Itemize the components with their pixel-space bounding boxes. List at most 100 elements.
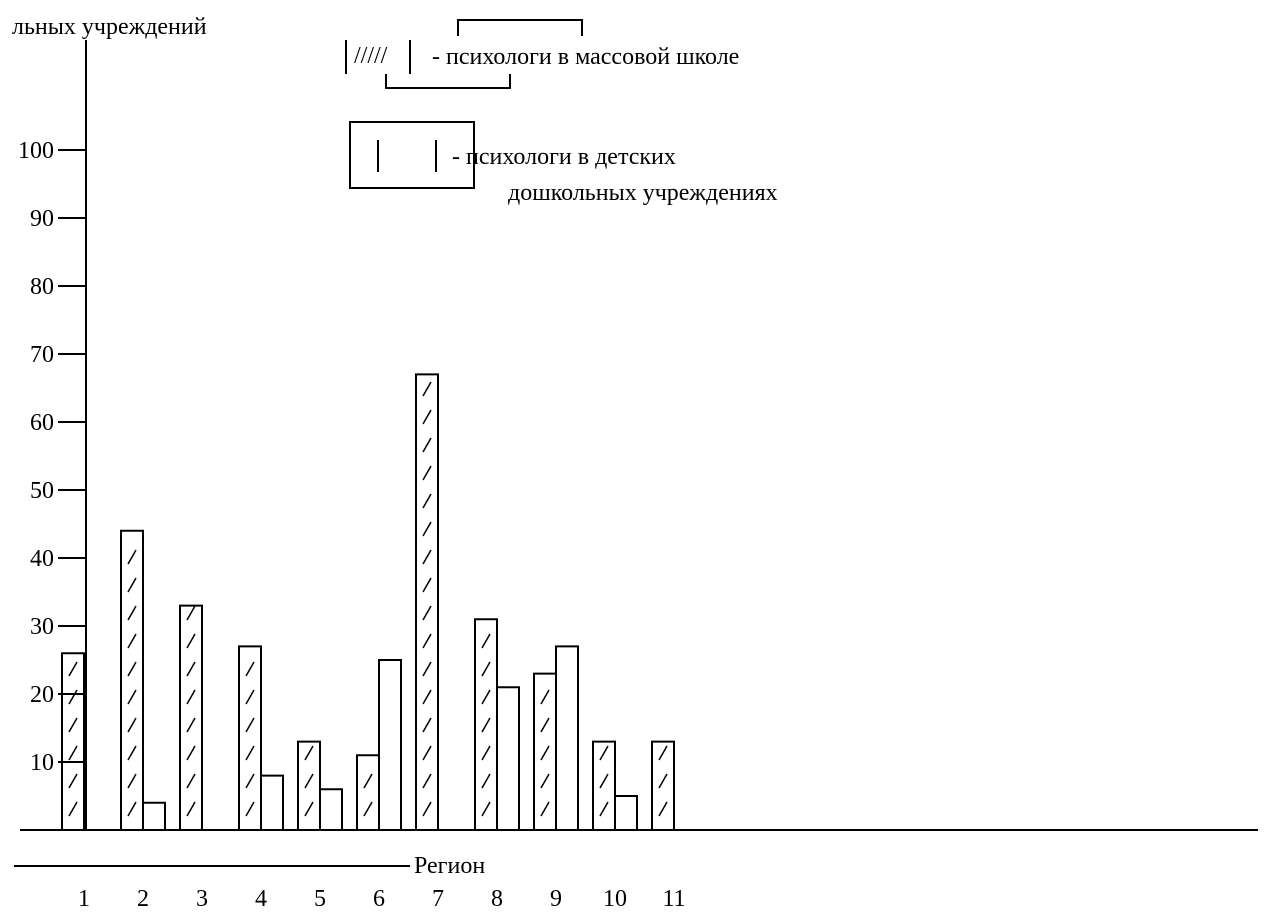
hatch-4 — [245, 689, 255, 705]
x-axis-label: Регион — [414, 853, 485, 879]
hatch-8 — [481, 745, 491, 761]
x-tick-label-8: 8 — [491, 886, 503, 912]
hatch-2 — [127, 717, 137, 733]
y-tick-label-90: 90 — [30, 206, 54, 232]
bar-s2-2 — [142, 801, 166, 830]
hatch-9 — [540, 745, 550, 761]
legend-swatch-1-text: ///// — [354, 43, 388, 69]
legend-swatch-2 — [349, 121, 475, 189]
y-axis-label: льных учреждений — [12, 14, 207, 40]
hatch-1 — [68, 745, 78, 761]
y-tick-label-30: 30 — [30, 614, 54, 640]
hatch-3 — [186, 801, 196, 817]
bar-s2-8 — [496, 686, 520, 830]
hatch-2 — [127, 549, 137, 565]
bar-s2-10 — [614, 795, 638, 830]
hatch-4 — [245, 661, 255, 677]
x-tick-label-7: 7 — [432, 886, 444, 912]
y-tick-label-40: 40 — [30, 546, 54, 572]
y-tick-label-70: 70 — [30, 342, 54, 368]
hatch-8 — [481, 717, 491, 733]
hatch-7 — [422, 521, 432, 537]
hatch-3 — [186, 605, 196, 621]
hatch-7 — [422, 773, 432, 789]
hatch-7 — [422, 717, 432, 733]
hatch-8 — [481, 801, 491, 817]
y-tick-label-50: 50 — [30, 478, 54, 504]
bar-s1-1 — [61, 652, 85, 830]
hatch-4 — [245, 773, 255, 789]
hatch-7 — [422, 745, 432, 761]
hatch-7 — [422, 577, 432, 593]
x-tick-label-3: 3 — [196, 886, 208, 912]
legend-swatch-1 — [345, 40, 411, 74]
hatch-5 — [304, 773, 314, 789]
hatch-1 — [68, 717, 78, 733]
hatch-3 — [186, 745, 196, 761]
hatch-2 — [127, 577, 137, 593]
y-tick-label-20: 20 — [30, 682, 54, 708]
hatch-7 — [422, 689, 432, 705]
legend: ///// - психологи в массовой школе - психо… — [345, 19, 778, 206]
bar-s1-2 — [120, 529, 144, 830]
hatch-11 — [658, 801, 668, 817]
legend-decor-bottom — [385, 74, 511, 89]
hatch-7 — [422, 465, 432, 481]
bar-s1-4 — [238, 645, 262, 830]
hatch-3 — [186, 717, 196, 733]
hatch-7 — [422, 549, 432, 565]
x-tick-label-1: 1 — [78, 886, 90, 912]
hatch-2 — [127, 773, 137, 789]
hatch-2 — [127, 605, 137, 621]
legend-label-1: - психологи в массовой школе — [432, 44, 739, 70]
bar-s2-5 — [319, 788, 343, 830]
hatch-5 — [304, 745, 314, 761]
hatch-10 — [599, 801, 609, 817]
hatch-8 — [481, 633, 491, 649]
hatch-1 — [68, 801, 78, 817]
hatch-5 — [304, 801, 314, 817]
hatch-9 — [540, 689, 550, 705]
hatch-4 — [245, 745, 255, 761]
legend-decor-top — [457, 19, 583, 36]
hatch-2 — [127, 745, 137, 761]
hatch-7 — [422, 409, 432, 425]
bars — [61, 373, 675, 830]
hatch-9 — [540, 801, 550, 817]
hatch-1 — [68, 773, 78, 789]
bar-s2-9 — [555, 645, 579, 830]
hatch-8 — [481, 689, 491, 705]
bar-s1-5 — [297, 740, 321, 830]
axes: 10 20 30 40 50 60 70 80 90 100 1 2 3 4 5 6 7 8 9 10 11 — [14, 40, 1258, 912]
hatch-4 — [245, 801, 255, 817]
bar-s1-3 — [179, 604, 203, 830]
hatch-8 — [481, 773, 491, 789]
x-tick-label-5: 5 — [314, 886, 326, 912]
hatch-3 — [186, 633, 196, 649]
hatch-7 — [422, 437, 432, 453]
hatch-7 — [422, 493, 432, 509]
y-tick-label-10: 10 — [30, 750, 54, 776]
x-tick-label-11: 11 — [662, 886, 685, 912]
hatch-7 — [422, 661, 432, 677]
hatch-2 — [127, 689, 137, 705]
hatch-8 — [481, 661, 491, 677]
hatch-7 — [422, 381, 432, 397]
legend-swatch-2-inner — [377, 140, 437, 172]
y-tick-label-80: 80 — [30, 274, 54, 300]
x-tick-label-10: 10 — [603, 886, 627, 912]
hatch-6 — [363, 801, 373, 817]
hatch-3 — [186, 773, 196, 789]
hatch-10 — [599, 745, 609, 761]
hatch-1 — [68, 689, 78, 705]
hatch-2 — [127, 633, 137, 649]
hatch-7 — [422, 633, 432, 649]
hatch-10 — [599, 773, 609, 789]
x-tick-label-6: 6 — [373, 886, 385, 912]
hatch-9 — [540, 717, 550, 733]
hatch-1 — [68, 661, 78, 677]
legend-label-2-line-2: дошкольных учреждениях — [508, 180, 778, 206]
hatch-11 — [658, 773, 668, 789]
hatch-2 — [127, 661, 137, 677]
